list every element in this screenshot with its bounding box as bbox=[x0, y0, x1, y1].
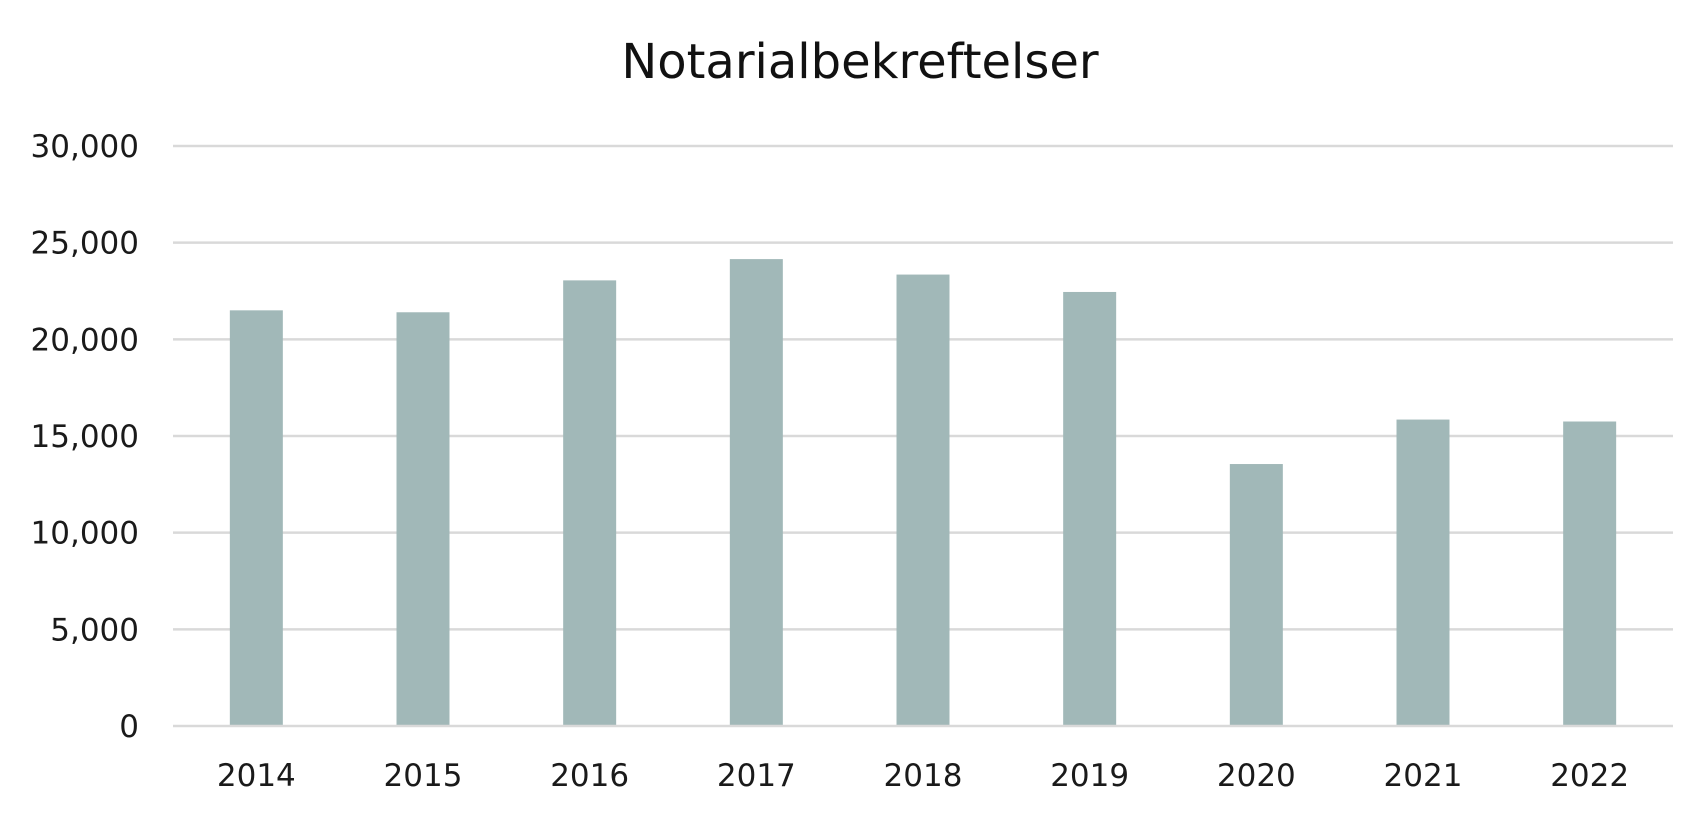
y-tick-label: 5,000 bbox=[50, 612, 139, 648]
x-tick-label: 2022 bbox=[1550, 758, 1629, 794]
x-tick-label: 2017 bbox=[717, 758, 796, 794]
bar-2021 bbox=[1396, 419, 1450, 726]
y-tick-label: 10,000 bbox=[31, 516, 139, 552]
bar-2017 bbox=[729, 259, 783, 726]
x-tick-label: 2020 bbox=[1217, 758, 1296, 794]
bar-2014 bbox=[229, 310, 283, 726]
bar-2018 bbox=[896, 274, 950, 726]
x-tick-label: 2016 bbox=[550, 758, 629, 794]
y-axis-tick-labels: 0 5,000 10,000 15,000 20,000 25,000 30,000 bbox=[31, 129, 139, 745]
bar-2022 bbox=[1563, 421, 1617, 726]
x-axis-tick-labels: 2014 2015 2016 2017 2018 2019 2020 2021 2022 bbox=[217, 758, 1629, 794]
x-tick-label: 2015 bbox=[384, 758, 463, 794]
y-tick-label: 20,000 bbox=[31, 322, 139, 358]
bar-2016 bbox=[563, 280, 617, 726]
bars bbox=[229, 259, 1617, 726]
bar-2019 bbox=[1063, 291, 1117, 726]
x-tick-label: 2018 bbox=[884, 758, 963, 794]
bar-2015 bbox=[396, 312, 450, 726]
chart-title: Notarialbekreftelser bbox=[621, 34, 1099, 90]
y-tick-label: 0 bbox=[119, 709, 139, 745]
y-tick-label: 15,000 bbox=[31, 419, 139, 455]
y-tick-label: 25,000 bbox=[31, 226, 139, 262]
x-tick-label: 2021 bbox=[1384, 758, 1463, 794]
bar-2020 bbox=[1229, 464, 1283, 726]
x-tick-label: 2014 bbox=[217, 758, 296, 794]
x-tick-label: 2019 bbox=[1050, 758, 1129, 794]
y-tick-label: 30,000 bbox=[31, 129, 139, 165]
